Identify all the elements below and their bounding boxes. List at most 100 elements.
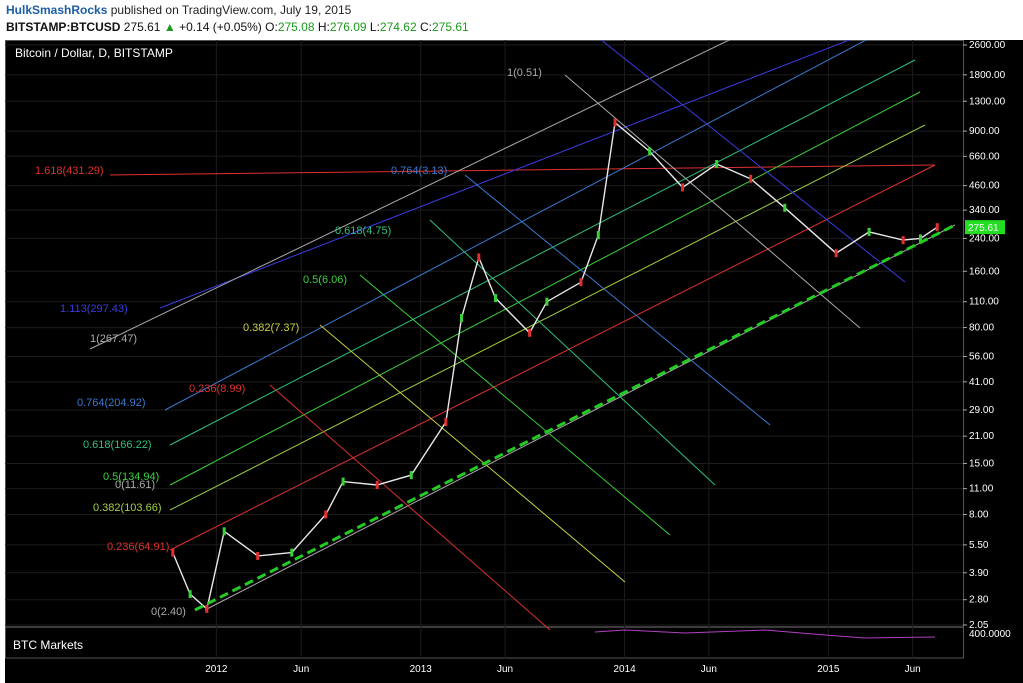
fib-fan-line [89,40,731,350]
low-label: L: [369,20,380,34]
fib-perp-label: 1(0.51) [507,67,542,79]
fib-fan-line [109,164,936,176]
fib-fan-label: 1.113(297.43) [60,303,128,315]
fib-fan-line [169,164,936,551]
fib-fan-line [164,40,868,411]
price-candle [528,328,532,337]
fib-fan-label: 0.764(204.92) [77,397,146,409]
price-change: +0.14 (+0.05%) [179,20,262,34]
x-tick-label: Jun [905,664,921,675]
price-candle [681,183,685,192]
y-tick-label: 41.00 [969,377,994,388]
price-candle [579,278,583,287]
y-tick-label: 110.00 [969,297,999,308]
indicator-axis-label: 400.0000 [969,629,1011,640]
y-tick-label: 900.00 [969,126,1000,137]
fib-perp-line [464,174,771,426]
x-tick-label: Jun [701,664,717,675]
chart-title: Bitcoin / Dollar, D, BITSTAMP [15,46,173,60]
price-candle [324,510,328,519]
fib-perp-line [359,274,671,536]
open-label: O: [265,20,278,34]
chart-area[interactable]: 275.61 2600.00 1800.00 1300.00 900.00 660.00… [5,40,1023,683]
price-candle [901,236,905,245]
y-tick-label: 660.00 [969,151,1000,162]
fib-perp-line [269,384,551,631]
y-tick-label: 21.00 [969,431,994,442]
price-candle [171,548,175,557]
y-tick-label: 56.00 [969,352,994,363]
y-tick-label: 11.00 [969,484,994,495]
price-candle [341,477,345,486]
price-candle [375,481,379,490]
indicator-line [594,629,936,639]
fib-fan-line [169,59,916,446]
fib-perp-line [319,324,626,583]
fib-fan-label: 0.236(64.91) [107,541,169,553]
publish-line: HulkSmashRocks published on TradingView.… [6,3,351,17]
price-candle [444,417,448,426]
y-tick-label: 15.00 [969,458,994,469]
low-value: 274.62 [379,20,417,34]
price-candle [290,548,294,557]
symbol-label: BITSTAMP:BTCUSD [6,20,121,34]
fib-fan-line [204,224,956,611]
x-tick-label: 2012 [205,664,228,675]
fib-fan-label: 0(2.40) [151,606,186,618]
price-candle [256,551,260,560]
fib-perp-label: 0.618(4.75) [335,225,391,237]
price-candle [613,118,617,127]
published-text: published on TradingView.com, July 19, 2… [110,3,352,17]
price-candle [648,147,652,156]
fib-fan-label: 0(11.61) [115,479,155,491]
fib-perp-line [564,74,861,329]
x-tick-label: Jun [497,664,513,675]
price-candle [409,471,413,480]
price-candle [222,527,226,536]
price-candle [834,249,838,258]
fib-perp-label: 0.5(6.06) [303,274,347,286]
close-label: C: [419,20,432,34]
y-tick-label: 5.50 [969,540,989,551]
fib-fan-line [169,124,926,511]
fib-fan-label: 0.382(103.66) [93,502,162,514]
price-candle [935,223,939,232]
high-label: H: [317,20,330,34]
x-tick-label: 2015 [817,664,840,675]
y-tick-label: 340.00 [969,205,1000,216]
fib-fan-label: 1.618(431.29) [35,165,104,177]
fib-fan-line [169,91,921,486]
y-tick-label: 1300.00 [969,96,1006,107]
last-price-text: 275.61 [968,223,999,234]
price-candle [596,231,600,240]
price-candle [477,253,481,262]
open-value: 275.08 [277,20,315,34]
x-tick-label: 2013 [410,664,433,675]
last-price: 275.61 [123,20,161,34]
price-candle [867,227,871,236]
author-link[interactable]: HulkSmashRocks [6,3,108,17]
y-tick-label: 240.00 [969,233,1000,244]
price-chart-svg[interactable]: 275.61 2600.00 1800.00 1300.00 900.00 660.00… [5,40,1023,683]
price-candle [494,294,498,303]
y-tick-label: 1800.00 [969,70,1006,81]
ohlc-line: BITSTAMP:BTCUSD 275.61 ▲ +0.14 (+0.05%) … [6,20,469,34]
y-tick-label: 160.00 [969,266,1000,277]
last-price-badge [965,220,1005,235]
close-value: 275.61 [431,20,469,34]
indicator-name: BTC Markets [13,638,83,652]
fib-perp-label: 0.382(7.37) [243,322,299,334]
y-tick-label: 2.05 [969,620,989,631]
support-trendline [194,223,956,612]
fib-fan-line [159,40,851,309]
price-candle [783,203,787,212]
plot-frame [5,40,964,659]
y-tick-label: 8.00 [969,509,989,520]
price-candle [205,604,209,613]
fib-fan-label: 0.5(134.94) [103,471,159,483]
high-value: 276.09 [329,20,367,34]
fib-perp-label: 0.236(8.99) [189,383,245,395]
price-candle [188,590,192,599]
x-tick-label: 2014 [613,664,636,675]
fib-perp-label: 0.764(3.13) [391,165,447,177]
